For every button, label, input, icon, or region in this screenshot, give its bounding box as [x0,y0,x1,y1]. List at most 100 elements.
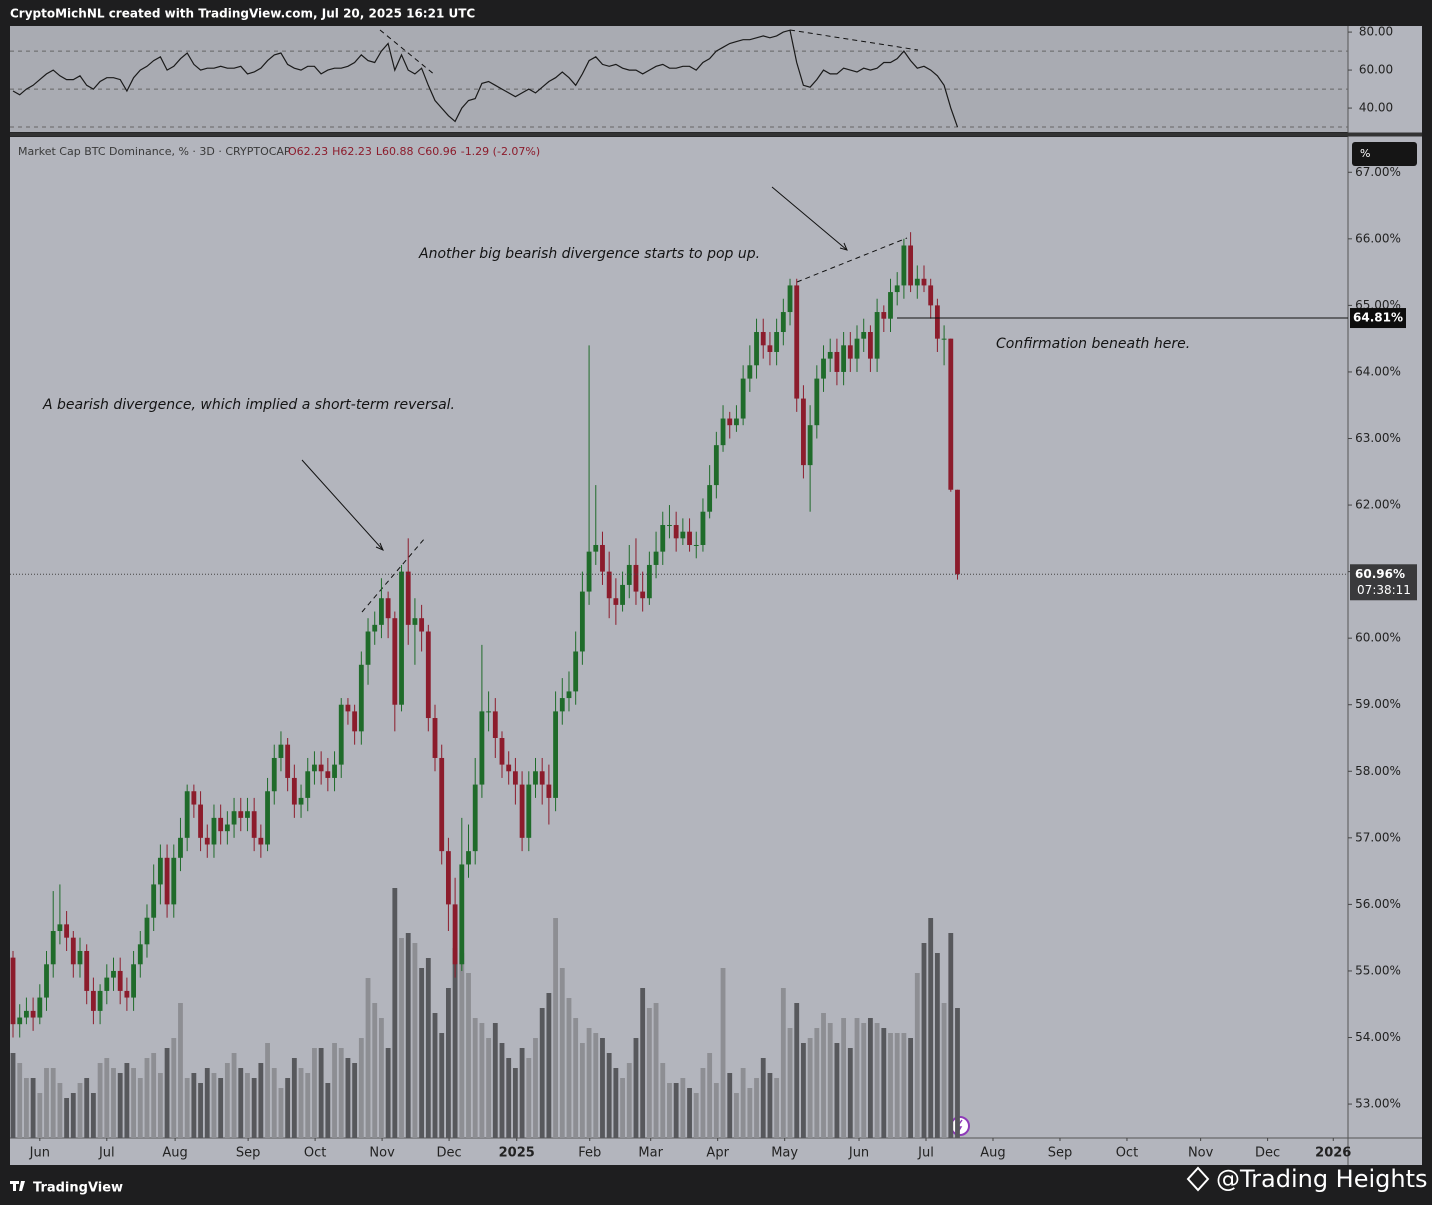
volume-bar [720,968,726,1138]
y-tick-label: 57.00% [1355,830,1401,844]
candle-body [894,285,900,293]
candle-body [794,285,800,399]
event-icon[interactable] [950,1116,970,1136]
volume-bar [198,1083,203,1138]
candle-body [399,571,404,705]
volume-bar [687,1088,692,1138]
volume-bar [486,1038,492,1138]
candle-body [720,418,726,446]
volume-bar [559,968,565,1138]
volume-bar [894,1033,900,1138]
volume-bar [379,1018,384,1138]
candle-body [867,332,873,359]
volume-bar [881,1028,887,1138]
candle-body [385,598,391,619]
candle-body [184,791,190,838]
volume-bar [184,1078,190,1138]
volume-bar [512,1068,518,1138]
candle-body [325,771,331,778]
volume-bar [97,1063,103,1138]
candle-body [171,857,177,905]
volume-bar [747,1088,753,1138]
candle-body [57,924,63,932]
volume-bar [640,988,646,1138]
candle-body [687,531,692,545]
volume-bar [17,1063,23,1138]
x-tick-label: Aug [162,1146,187,1161]
volume-bar [238,1068,244,1138]
candle-body [258,837,264,845]
volume-bar [90,1093,96,1138]
volume-bar [955,1008,960,1138]
y-tick-label: 66.00% [1355,231,1401,245]
volume-bar [801,1043,806,1138]
volume-bar [131,1068,136,1138]
y-tick-label: 60.00 [1359,63,1393,77]
candle-body [97,990,103,1011]
candle-body [405,571,411,625]
candle-body [198,804,203,838]
candle-body [298,797,304,805]
candle-body [566,691,572,699]
volume-bar [258,1063,264,1138]
y-tick-label: 60.00% [1355,631,1401,645]
volume-bar [506,1058,512,1138]
y-tick-label: 63.00% [1355,431,1401,445]
header: CryptoMichNL created with TradingView.co… [10,7,475,21]
volume-bar [861,1023,867,1138]
y-tick-label: 64.00% [1355,364,1401,378]
candle-body [265,791,270,845]
x-tick-label: Mar [638,1146,663,1161]
volume-bar [70,1093,76,1138]
volume-bar [204,1068,210,1138]
candle-body [124,990,130,998]
candle-body [640,591,646,599]
volume-bar [626,1063,632,1138]
volume-bar [278,1088,284,1138]
candle-body [358,664,364,732]
x-tick-label: Jul [98,1146,115,1161]
arrow-head [375,542,384,551]
x-tick-label: Sep [1048,1146,1073,1161]
volume-bar [338,1048,344,1138]
x-tick-label: Dec [437,1146,462,1161]
candle-body [479,711,485,785]
volume-bar [660,1063,666,1138]
volume-bar [345,1058,351,1138]
volume-bar [64,1098,70,1138]
volume-bar [445,988,451,1138]
arrow-head [839,242,848,251]
volume-bar [553,918,558,1138]
volume-bar [178,1003,183,1138]
candle-body [30,1010,36,1018]
candle-body [164,857,170,905]
candle-body [606,571,612,599]
candle-body [131,964,136,998]
candle-body [10,957,16,1025]
volume-bar [358,1038,364,1138]
candle-body [533,771,538,785]
volume-bar [908,1038,914,1138]
y-tick-label: 80.00 [1359,25,1393,39]
volume-bar [137,1078,143,1138]
candle-body [908,245,914,286]
volume-bar [124,1063,130,1138]
candle-body [204,837,210,845]
candle-body [231,811,237,825]
candle-body [827,351,833,359]
candle-body [291,777,297,805]
volume-bar [298,1068,304,1138]
volume-bar [104,1058,110,1138]
candle-body [707,485,713,512]
volume-bar [834,1043,840,1138]
candle-body [921,278,927,286]
candle-body [888,292,893,319]
y-tick-label: 40.00 [1359,101,1393,115]
candle-body [332,764,337,778]
candle-body [432,718,438,758]
volume-bar [754,1078,759,1138]
x-tick-label: Aug [980,1146,1005,1161]
candle-body [667,525,672,527]
volume-bar [539,1008,545,1138]
x-tick-label: 2026 [1315,1146,1351,1161]
